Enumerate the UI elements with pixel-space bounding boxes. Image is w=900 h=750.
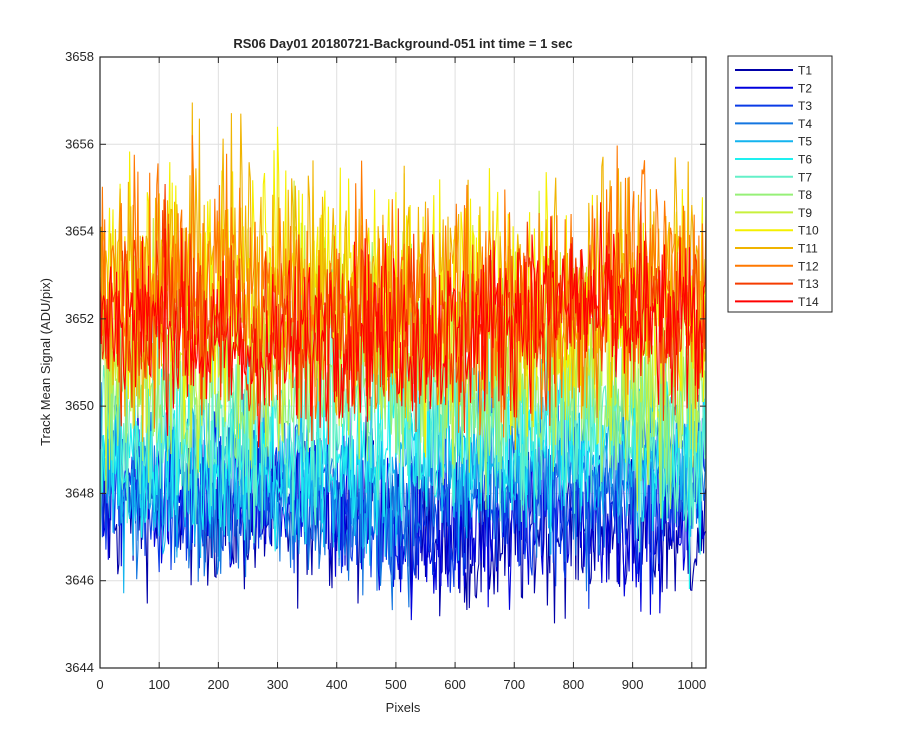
legend-label-T9: T9 [798,206,812,220]
y-tick-label: 3646 [65,573,94,588]
y-tick-label: 3652 [65,311,94,326]
legend-label-T4: T4 [798,117,812,131]
x-tick-label: 700 [503,677,525,692]
x-tick-label: 800 [563,677,585,692]
y-tick-label: 3658 [65,49,94,64]
legend-label-T5: T5 [798,135,812,149]
series-line-T14 [100,202,706,448]
y-axis-label: Track Mean Signal (ADU/pix) [38,278,53,446]
x-axis-ticks: 0 100 200 300 400 500 600 700 800 900 1000 [96,57,706,692]
legend-label-T2: T2 [798,81,812,95]
y-axis-ticks: 3644 3646 3648 3650 3652 3654 3656 3658 [65,49,706,675]
legend-label-T11: T11 [798,242,818,256]
legend-label-T3: T3 [798,99,812,113]
legend-box [727,55,833,313]
x-tick-label: 200 [208,677,230,692]
chart-title: RS06 Day01 20180721-Background-051 int t… [233,36,572,51]
y-tick-label: 3648 [65,485,94,500]
x-tick-label: 0 [96,677,103,692]
legend-label-T12: T12 [798,259,819,273]
x-tick-label: 600 [444,677,466,692]
y-tick-label: 3654 [65,224,94,239]
x-tick-label: 300 [267,677,289,692]
x-tick-label: 900 [622,677,644,692]
y-tick-label: 3650 [65,398,94,413]
x-tick-label: 1000 [677,677,706,692]
plot-frame [99,56,707,669]
series-lines [100,102,706,624]
x-axis-label: Pixels [386,700,421,715]
x-tick-label: 500 [385,677,407,692]
legend-label-T1: T1 [798,64,812,78]
legend-label-T7: T7 [798,170,812,184]
legend-label-T8: T8 [798,188,812,202]
y-tick-label: 3656 [65,136,94,151]
legend-label-T13: T13 [798,277,819,291]
x-tick-label: 100 [148,677,170,692]
y-tick-label: 3644 [65,660,94,675]
legend-label-T10: T10 [798,224,819,238]
x-tick-label: 400 [326,677,348,692]
legend-label-T14: T14 [798,295,819,309]
series-line-T13 [100,183,706,445]
legend: T1 T2 T3 T4 T5 T6 T7 T8 T9 T10 T11 T12 T13 T14 [727,55,833,313]
legend-label-T6: T6 [798,153,812,167]
